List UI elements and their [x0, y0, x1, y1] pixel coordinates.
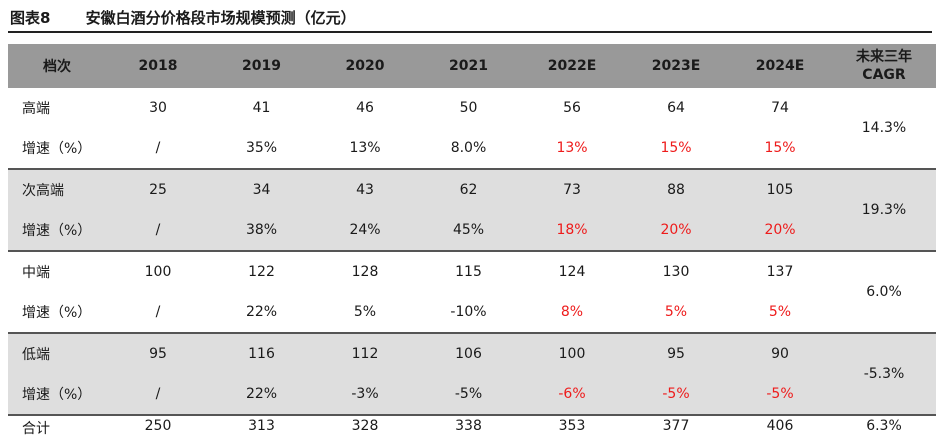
value-cell: 105 — [728, 170, 832, 210]
row-divider — [8, 250, 936, 252]
value-cell: 30 — [149, 100, 167, 116]
growth-cell: -6% — [520, 374, 624, 414]
value-cell: 34 — [210, 170, 313, 210]
value-cell: 95 — [106, 334, 210, 374]
value-cell: 122 — [248, 264, 275, 280]
value-cell: 130 — [662, 264, 690, 280]
growth-cell: -3% — [313, 374, 417, 414]
total-value: 353 — [558, 418, 586, 434]
value-cell: 106 — [417, 334, 520, 374]
header-2022e: 2022E — [520, 44, 624, 88]
growth-cell: / — [106, 374, 210, 414]
growth-cell: 20% — [728, 210, 832, 250]
value-cell: 124 — [558, 264, 586, 280]
growth-cell: 15% — [660, 140, 692, 156]
growth-cell: 22% — [245, 304, 278, 320]
value-cell: 116 — [210, 334, 313, 374]
tier-label: 高端 — [22, 101, 50, 117]
figure-caption: 安徽白酒分价格段市场规模预测（亿元） — [85, 9, 356, 27]
title-divider — [8, 31, 932, 33]
value-cell: 62 — [417, 170, 520, 210]
value-cell: 64 — [667, 100, 685, 116]
value-cell: 128 — [351, 264, 379, 280]
total-value: 406 — [766, 418, 794, 434]
total-cagr: 6.3% — [866, 418, 902, 434]
figure-title: 图表8 安徽白酒分价格段市场规模预测（亿元） — [10, 7, 930, 29]
growth-cell: 38% — [210, 210, 313, 250]
growth-cell: 8% — [560, 304, 584, 320]
total-value: 377 — [662, 418, 690, 434]
value-cell: 100 — [520, 334, 624, 374]
header-2024e: 2024E — [728, 44, 832, 88]
growth-cell: 45% — [417, 210, 520, 250]
figure-number: 图表8 — [10, 9, 51, 27]
growth-label: 增速（%） — [22, 141, 92, 157]
header-tier: 档次 — [8, 44, 106, 88]
row-divider — [8, 168, 936, 170]
cagr-value: 14.3% — [861, 120, 907, 136]
market-size-table: 档次 2018 2019 2020 2021 2022E 2023E 2024E… — [8, 44, 936, 438]
growth-cell: 18% — [520, 210, 624, 250]
header-2021: 2021 — [417, 44, 520, 88]
growth-cell: 5% — [664, 304, 688, 320]
total-value: 328 — [351, 418, 379, 434]
value-cell: 137 — [766, 264, 794, 280]
growth-cell: -10% — [450, 304, 487, 320]
value-cell: 74 — [771, 100, 789, 116]
growth-cell: 5% — [353, 304, 377, 320]
growth-cell: 24% — [313, 210, 417, 250]
value-cell: 112 — [313, 334, 417, 374]
total-value: 250 — [144, 418, 172, 434]
value-cell: 95 — [624, 334, 728, 374]
value-cell: 73 — [520, 170, 624, 210]
growth-cell: -5% — [417, 374, 520, 414]
growth-cell: 13% — [556, 140, 588, 156]
growth-label: 增速（%） — [8, 374, 106, 414]
total-label: 合计 — [22, 421, 50, 437]
growth-cell: 22% — [210, 374, 313, 414]
header-cagr-line1: 未来三年 — [856, 49, 912, 65]
cagr-value: 19.3% — [832, 170, 936, 250]
header-cagr: 未来三年 CAGR — [832, 44, 936, 88]
value-cell: 50 — [459, 100, 478, 116]
row-divider — [8, 414, 936, 416]
growth-cell: 5% — [768, 304, 792, 320]
tier-label: 低端 — [8, 334, 106, 374]
header-2020: 2020 — [313, 44, 417, 88]
growth-cell: 13% — [349, 140, 381, 156]
growth-label: 增速（%） — [8, 210, 106, 250]
growth-cell: 15% — [764, 140, 796, 156]
value-cell: 41 — [252, 100, 271, 116]
value-cell: 56 — [563, 100, 581, 116]
growth-cell: 35% — [245, 140, 278, 156]
tier-label: 中端 — [22, 265, 50, 281]
header-2023e: 2023E — [624, 44, 728, 88]
header-2018: 2018 — [106, 44, 210, 88]
value-cell: 115 — [455, 264, 482, 280]
cagr-value: 6.0% — [866, 284, 902, 300]
growth-cell: -5% — [624, 374, 728, 414]
value-cell: 88 — [624, 170, 728, 210]
value-cell: 43 — [313, 170, 417, 210]
header-2019: 2019 — [210, 44, 313, 88]
growth-cell: / — [155, 140, 161, 156]
value-cell: 25 — [106, 170, 210, 210]
header-cagr-line2: CAGR — [862, 67, 906, 83]
tier-label: 次高端 — [8, 170, 106, 210]
growth-cell: 20% — [624, 210, 728, 250]
growth-cell: / — [155, 304, 161, 320]
growth-cell: -5% — [728, 374, 832, 414]
value-cell: 90 — [728, 334, 832, 374]
growth-cell: / — [106, 210, 210, 250]
row-divider — [8, 332, 936, 334]
value-cell: 46 — [356, 100, 374, 116]
total-value: 338 — [455, 418, 482, 434]
total-value: 313 — [248, 418, 275, 434]
growth-label: 增速（%） — [22, 305, 92, 321]
growth-cell: 8.0% — [450, 140, 487, 156]
value-cell: 100 — [144, 264, 172, 280]
cagr-value: -5.3% — [832, 334, 936, 414]
